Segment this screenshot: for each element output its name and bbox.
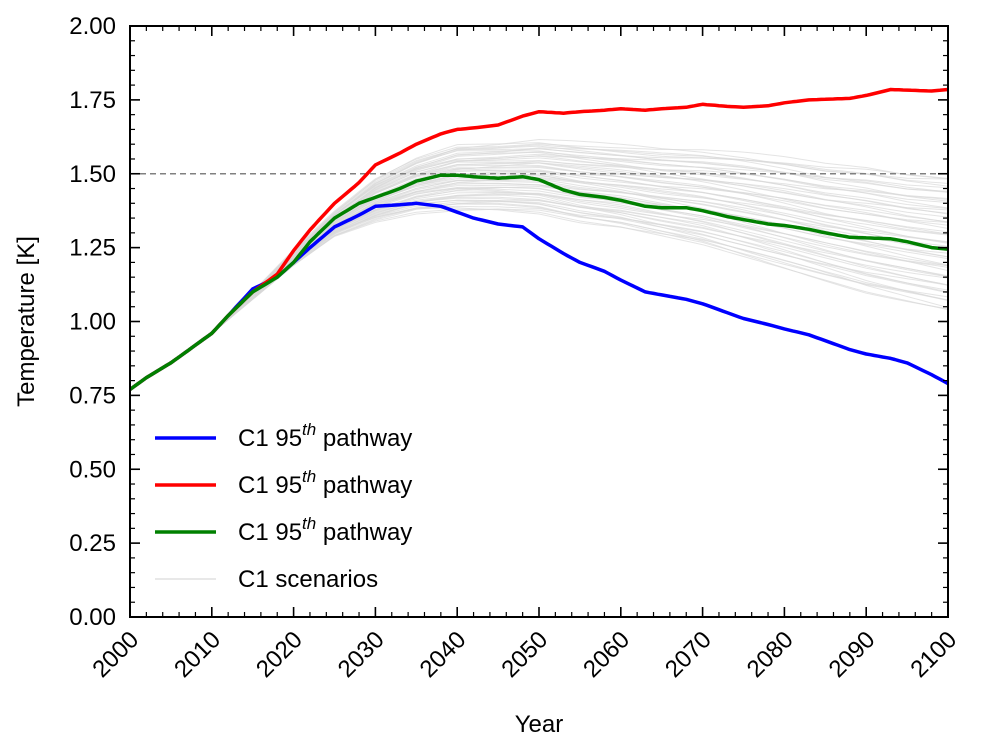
scenario-line <box>129 178 949 390</box>
x-tick-label: 2100 <box>905 626 962 683</box>
x-tick-label: 2030 <box>333 626 390 683</box>
x-axis-title: Year <box>515 711 564 738</box>
scenario-line <box>129 168 949 390</box>
x-tick-label: 2080 <box>742 626 799 683</box>
y-tick-label: 1.00 <box>69 309 116 336</box>
x-tick-label: 2060 <box>578 626 635 683</box>
legend-label: C1 scenarios <box>238 566 378 593</box>
x-tick-label: 2040 <box>415 626 472 683</box>
legend-label-superscript: th <box>302 514 316 533</box>
y-tick-label: 1.50 <box>69 161 116 188</box>
y-tick-label: 1.25 <box>69 235 116 262</box>
scenario-line <box>129 143 949 390</box>
scenario-line <box>129 138 949 390</box>
x-tick-label: 2000 <box>87 626 144 683</box>
legend-label-text: C1 95 <box>238 425 302 452</box>
y-tick-label: 0.25 <box>69 530 116 557</box>
legend-label: C1 95th pathway <box>238 467 412 499</box>
x-tick-label: 2050 <box>496 626 553 683</box>
c1-scenario-lines <box>129 138 949 390</box>
scenario-line <box>129 176 949 390</box>
x-tick-label: 2020 <box>251 626 308 683</box>
legend-label-suffix: pathway <box>316 519 412 546</box>
axis-ticks <box>129 25 949 618</box>
scenario-line <box>129 145 949 390</box>
pathway-series <box>128 87 949 391</box>
scenario-line <box>129 194 949 390</box>
y-tick-label: 0.00 <box>69 604 116 631</box>
scenario-line <box>129 162 949 390</box>
legend-label-text: C1 95 <box>238 519 302 546</box>
y-axis-title: Temperature [K] <box>13 236 40 407</box>
y-tick-label: 2.00 <box>69 13 116 40</box>
x-tick-label: 2070 <box>660 626 717 683</box>
legend-label-superscript: th <box>302 467 316 486</box>
scenario-line <box>129 162 949 390</box>
x-tick-label: 2090 <box>824 626 881 683</box>
legend-label-text: C1 95 <box>238 472 302 499</box>
legend-label: C1 95th pathway <box>238 514 412 546</box>
x-tick-label: 2010 <box>169 626 226 683</box>
green-pathway-line <box>128 173 949 391</box>
legend-label-text: C1 scenarios <box>238 566 378 593</box>
y-tick-label: 0.75 <box>69 382 116 409</box>
y-tick-label: 1.75 <box>69 87 116 114</box>
axis-tick-labels: 2000 2010 2020 2030 2040 2050 2060 2070 2080 2090… <box>69 13 962 683</box>
legend-label-suffix: pathway <box>316 472 412 499</box>
legend-label: C1 95th pathway <box>238 420 412 452</box>
legend-label-superscript: th <box>302 420 316 439</box>
scenario-line <box>129 161 949 390</box>
y-tick-label: 0.50 <box>69 456 116 483</box>
scenario-line <box>129 179 949 390</box>
scenario-line <box>129 147 949 390</box>
legend-label-suffix: pathway <box>316 425 412 452</box>
scenario-line <box>129 190 949 390</box>
